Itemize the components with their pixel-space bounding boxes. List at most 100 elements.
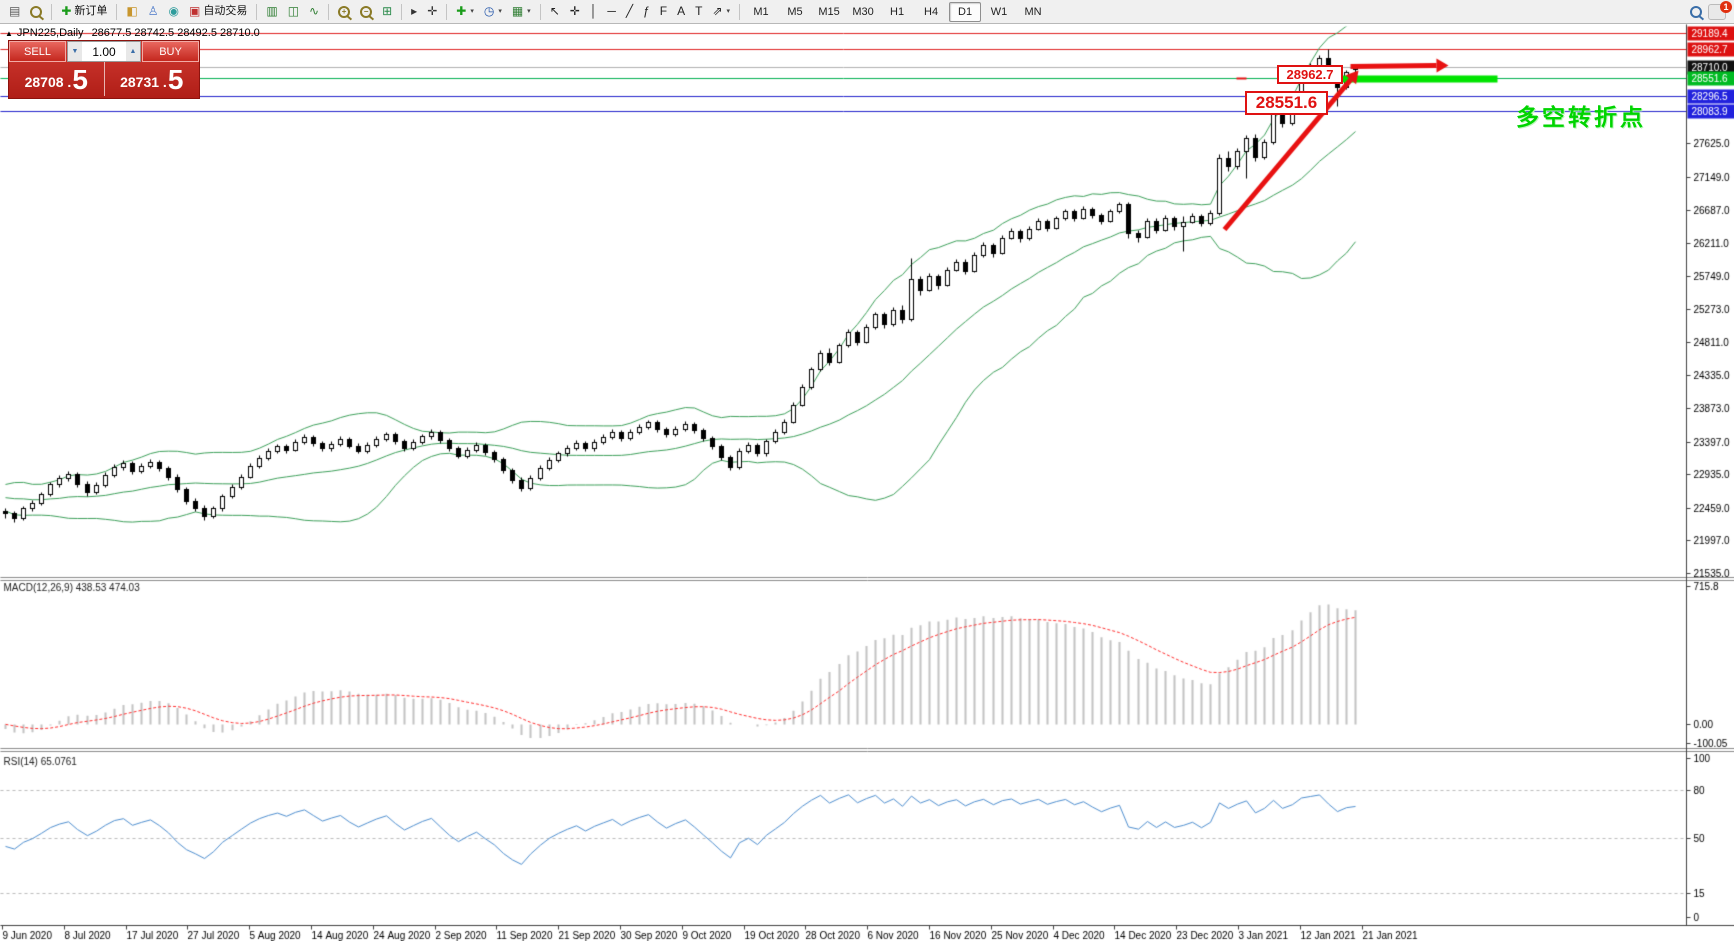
toolbar-buttons: ▤ ✚ 新订单 ◧ ♙ ◉ ▣ 自动交易 ▥ ◫ ∿ + − ⊞ ▸ ✛ ✚ ▾ ◷ ▾ ▦ ▾ ↖ ✛ │ ─ ╱ ƒ F A T ⇗ ▾ M1… — [2, 1, 1690, 22]
fibo-icon[interactable]: ƒ — [639, 1, 654, 22]
toolbar-group: ▸ ✛ — [404, 1, 444, 22]
periods-icon[interactable]: ◷ ▾ — [480, 1, 506, 22]
fibo-icon: ƒ — [643, 4, 650, 18]
chevron-down-icon: ▾ — [470, 8, 474, 15]
toolbar-group: ✚ ▾ ◷ ▾ ▦ ▾ — [449, 1, 537, 22]
auto-trading-button-label: 自动交易 — [203, 5, 248, 17]
zoom-out-icon[interactable]: − — [356, 1, 376, 22]
signals-icon: ◉ — [168, 4, 179, 18]
search-icon[interactable] — [1690, 5, 1702, 18]
tile-windows-icon: ⊞ — [382, 4, 393, 18]
notifications-icon[interactable]: 1 — [1708, 0, 1732, 20]
volume-stepper: ▼ ▲ — [67, 41, 141, 62]
auto-scroll-icon: ▸ — [411, 4, 418, 18]
tile-windows-icon[interactable]: ⊞ — [378, 1, 396, 22]
fibo-fan-icon[interactable]: F — [656, 1, 671, 22]
timeframe-h4[interactable]: H4 — [924, 5, 939, 18]
line-chart-icon[interactable]: ∿ — [305, 1, 323, 22]
one-click-collapse-icon[interactable]: ▲ — [5, 29, 13, 38]
horizontal-line-icon: ─ — [607, 4, 616, 18]
indicators-icon: ✚ — [456, 4, 467, 18]
volume-up-icon[interactable]: ▲ — [126, 42, 140, 61]
cursor-icon: ↖ — [549, 4, 560, 18]
new-order-button: ✚ — [61, 4, 72, 18]
toolbar-group: ✚ 新订单 — [54, 1, 114, 22]
trendline-icon: ╱ — [625, 4, 634, 18]
toolbar-group: ▤ — [2, 1, 49, 22]
bar-chart-icon[interactable]: ▥ — [262, 1, 281, 22]
vertical-line-icon: │ — [589, 4, 598, 18]
chart-window-icon[interactable]: ▤ — [5, 1, 24, 22]
timeframe-group: M1 M5 M15 M30 H1 H4 D1 W1 MN — [742, 1, 1052, 22]
fibo-fan-icon: F — [659, 4, 668, 18]
periods-icon: ◷ — [483, 4, 495, 18]
templates-icon[interactable]: ▦ ▾ — [508, 1, 535, 22]
vertical-line-icon[interactable]: │ — [586, 1, 602, 22]
timeframe-m15[interactable]: M15 — [818, 5, 840, 18]
toolbar-group: ↖ ✛ │ ─ ╱ ƒ F A T ⇗ ▾ — [543, 1, 737, 22]
timeframe-m5[interactable]: M5 — [787, 5, 803, 18]
chart-window: ▲ JPN225,Daily 28677.5 28742.5 28492.5 287… — [0, 24, 1734, 941]
toolbar-right: 1 — [1690, 0, 1732, 20]
one-click-trading-panel: SELL ▼ ▲ BUY 28708 . 5 28731 . 5 — [8, 40, 200, 99]
bar-chart-icon: ▥ — [266, 4, 278, 18]
sell-button[interactable]: SELL — [9, 41, 66, 62]
zoom-in-icon[interactable]: + — [334, 1, 354, 22]
timeframe-mn[interactable]: MN — [1024, 5, 1042, 18]
templates-icon: ▦ — [511, 4, 524, 18]
toolbar-separator — [116, 3, 118, 20]
timeframe-w1[interactable]: W1 — [990, 5, 1008, 18]
buy-button[interactable]: BUY — [142, 41, 199, 62]
candlestick-chart-icon: ◫ — [287, 4, 300, 18]
auto-scroll-icon[interactable]: ▸ — [407, 1, 421, 22]
toolbar-separator — [51, 3, 53, 20]
timeframe-m30[interactable]: M30 — [852, 5, 874, 18]
toolbar-separator — [328, 3, 330, 20]
toolbar-separator — [401, 3, 403, 20]
line-chart-icon: ∿ — [309, 4, 320, 18]
zoom-in-icon: + — [338, 5, 351, 18]
publish-icon: ♙ — [147, 4, 159, 18]
chart-style-icon[interactable]: ◧ — [122, 1, 141, 22]
resistance-price-label: 28962.7 — [1277, 65, 1343, 84]
candlestick-chart-icon[interactable]: ◫ — [284, 1, 303, 22]
chevron-down-icon: ▾ — [726, 8, 731, 15]
new-order-button[interactable]: ✚ 新订单 — [57, 1, 111, 22]
bid-price[interactable]: 28708 . 5 — [9, 62, 105, 96]
timeframe-h1[interactable]: H1 — [890, 5, 905, 18]
text-icon: A — [677, 4, 686, 18]
timeframe-d1[interactable]: D1 — [949, 1, 982, 22]
timeframe-m1[interactable]: M1 — [753, 5, 769, 18]
shapes-icon[interactable]: ⇗ ▾ — [708, 1, 734, 22]
ask-price[interactable]: 28731 . 5 — [120, 64, 184, 95]
publish-icon[interactable]: ♙ — [144, 1, 163, 22]
trendline-icon[interactable]: ╱ — [622, 1, 637, 22]
profile-lens-icon[interactable] — [26, 1, 46, 22]
volume-input[interactable] — [82, 42, 126, 61]
turning-point-note: 多空转折点 — [1516, 104, 1646, 130]
chart-window-icon: ▤ — [9, 4, 21, 18]
volume-down-icon[interactable]: ▼ — [68, 42, 82, 61]
crosshair-icon[interactable]: ✛ — [566, 1, 584, 22]
toolbar-group: ◧ ♙ ◉ ▣ 自动交易 — [119, 1, 254, 22]
symbol-title: JPN225,Daily — [16, 27, 84, 39]
toolbar-separator — [256, 3, 258, 20]
zoom-out-icon: − — [360, 5, 373, 18]
cursor-icon[interactable]: ↖ — [546, 1, 564, 22]
ohlc-values: 28677.5 28742.5 28492.5 28710.0 — [91, 27, 260, 39]
toolbar: ▤ ✚ 新订单 ◧ ♙ ◉ ▣ 自动交易 ▥ ◫ ∿ + − ⊞ ▸ ✛ ✚ ▾ ◷ ▾ ▦ ▾ ↖ ✛ │ ─ ╱ ƒ F A T ⇗ ▾ M1… — [0, 0, 1734, 24]
chart-shift-icon[interactable]: ✛ — [423, 1, 441, 22]
text-icon[interactable]: A — [673, 1, 689, 22]
toolbar-group: + − ⊞ — [331, 1, 399, 22]
shapes-icon: ⇗ — [712, 4, 723, 18]
signals-icon[interactable]: ◉ — [165, 1, 183, 22]
text-label-icon[interactable]: T — [691, 1, 706, 22]
horizontal-line-icon[interactable]: ─ — [603, 1, 620, 22]
crosshair-icon: ✛ — [569, 4, 580, 18]
auto-trading-button[interactable]: ▣ 自动交易 — [185, 1, 251, 22]
pivot-price-label: 28551.6 — [1245, 91, 1328, 115]
profile-lens-icon — [30, 5, 43, 18]
price-chart-canvas[interactable] — [0, 24, 1734, 941]
indicators-icon[interactable]: ✚ ▾ — [452, 1, 478, 22]
new-order-button-label: 新订单 — [74, 5, 108, 17]
